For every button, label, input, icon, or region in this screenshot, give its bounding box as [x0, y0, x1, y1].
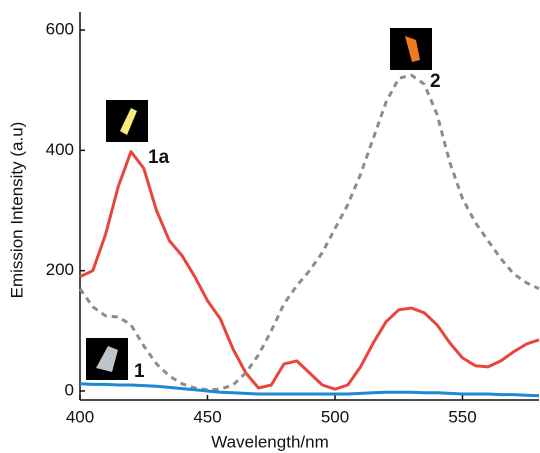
- y-tick-label: 400: [46, 140, 74, 159]
- inset-photo-1a: [106, 100, 148, 142]
- series-label: 1: [134, 361, 145, 382]
- y-tick-label: 600: [46, 20, 74, 39]
- x-tick-label: 450: [193, 407, 221, 426]
- series-label: 1a: [148, 147, 170, 168]
- y-tick-label: 200: [46, 260, 74, 279]
- x-tick-label: 550: [448, 407, 476, 426]
- series-line: [79, 150, 540, 391]
- series-label: 2: [430, 71, 441, 92]
- series-line: [79, 382, 540, 398]
- x-tick-label: 500: [321, 407, 349, 426]
- inset-photo-2: [390, 28, 432, 70]
- x-axis-label: Wavelength/nm: [211, 432, 328, 451]
- y-axis-label: Emission Intensity (a.u): [7, 122, 26, 299]
- y-tick-label: 0: [65, 380, 74, 399]
- x-tick-label: 400: [66, 407, 94, 426]
- series-line: [78, 73, 540, 392]
- inset-photo-1: [86, 338, 128, 380]
